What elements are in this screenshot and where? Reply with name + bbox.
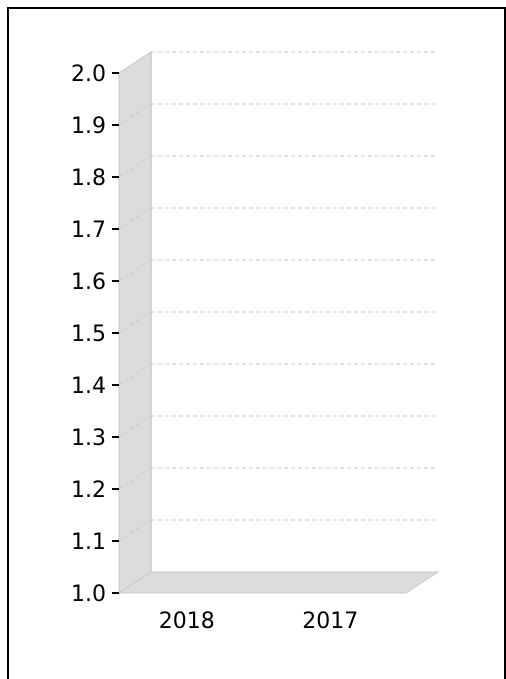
gridline-side xyxy=(118,415,152,438)
gridline-side xyxy=(118,207,152,230)
gridline-side xyxy=(118,103,152,126)
y-tick-label: 1.9 xyxy=(71,114,106,139)
gridline-side xyxy=(118,519,152,542)
gridline-side xyxy=(118,51,152,74)
chart-frame xyxy=(7,7,506,679)
gridlines xyxy=(118,51,436,542)
chart-side-wall xyxy=(118,51,152,594)
gridline-side xyxy=(118,259,152,282)
y-tick-label: 1.5 xyxy=(71,322,106,347)
y-tick-label: 1.3 xyxy=(71,426,106,451)
y-tick-label: 1.6 xyxy=(71,270,106,295)
y-tick-label: 1.7 xyxy=(71,218,106,243)
y-tick-label: 1.0 xyxy=(71,582,106,607)
y-axis: 1.0 1.1 1.2 1.3 1.4 1.5 1.6 1.7 1.8 1.9 2.0 xyxy=(71,62,119,607)
y-tick-label: 1.8 xyxy=(71,166,106,191)
y-tick-label: 1.4 xyxy=(71,374,106,399)
gridline-side xyxy=(118,155,152,178)
y-tick-label: 1.2 xyxy=(71,478,106,503)
gridline-side xyxy=(118,311,152,334)
y-tick-label: 1.1 xyxy=(71,530,106,555)
x-category-label: 2017 xyxy=(302,609,358,634)
x-category-label: 2018 xyxy=(159,609,215,634)
gridline-side xyxy=(118,363,152,386)
chart-floor xyxy=(117,571,440,594)
gridline-side xyxy=(118,467,152,490)
y-tick-label: 2.0 xyxy=(71,62,106,87)
x-axis: 2018 2017 xyxy=(159,609,359,634)
